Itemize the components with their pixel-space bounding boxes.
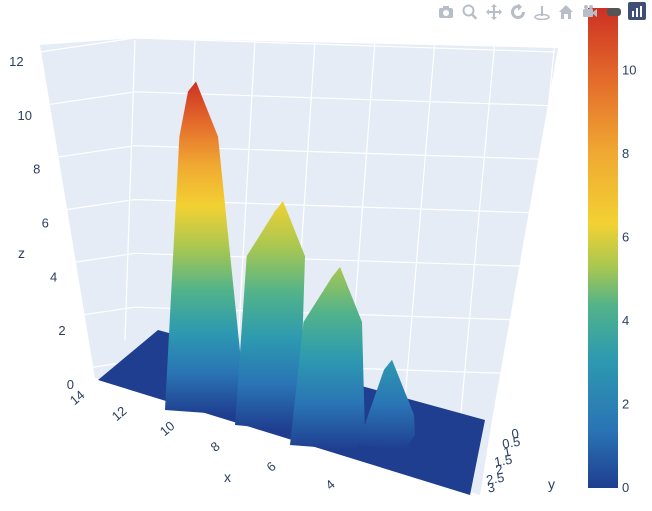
z-axis-label: z — [18, 245, 25, 261]
x-gridline — [404, 39, 436, 401]
camera-view-icon[interactable] — [580, 2, 600, 22]
y-tick-label: 0 — [510, 426, 520, 442]
x-tick-label: 8 — [208, 438, 223, 454]
colorbar-tick-label: 0 — [622, 480, 629, 495]
z-tick-label: 4 — [50, 269, 57, 284]
z-tick-label: 0 — [67, 377, 74, 392]
z-tick-label: 2 — [58, 323, 65, 338]
z-gridline — [39, 91, 556, 107]
z-gridline — [39, 145, 556, 161]
toggle-hover-icon[interactable] — [604, 2, 624, 22]
zoom-icon[interactable] — [460, 2, 480, 22]
colorbar-tick-label: 8 — [622, 146, 629, 161]
surface-peak — [290, 266, 365, 450]
y-tick-label: 3 — [486, 480, 496, 496]
z-gridline — [39, 306, 556, 322]
x-tick-label: 12 — [109, 403, 130, 424]
z-tick-label: 10 — [18, 108, 32, 123]
x-gridline — [124, 39, 136, 341]
back-wall-left — [40, 38, 135, 378]
x-tick-label: 4 — [323, 476, 338, 492]
colorbar-tick-label: 6 — [622, 230, 629, 245]
surface-peaks — [165, 81, 415, 450]
x-gridline — [516, 39, 556, 425]
z-tick-label: 6 — [42, 216, 49, 231]
plotly-logo-icon[interactable] — [628, 2, 646, 20]
camera-icon[interactable] — [436, 2, 456, 22]
colorbar-tick-label: 10 — [622, 63, 636, 78]
x-tick-label: 6 — [264, 458, 279, 474]
modebar — [436, 2, 646, 22]
x-gridline — [460, 39, 496, 413]
colorbar-tick-label: 2 — [622, 397, 629, 412]
colorbar-gradient — [588, 8, 618, 488]
home-icon[interactable] — [556, 2, 576, 22]
z-gridline — [39, 252, 556, 268]
colorbar: 0 2 4 6 8 10 — [588, 8, 636, 495]
turntable-icon[interactable] — [532, 2, 552, 22]
surface-peak — [235, 201, 305, 430]
y-tick-label: 1 — [502, 444, 512, 460]
colorbar-ticks: 0 2 4 6 8 10 — [622, 63, 636, 495]
back-wall-right — [135, 38, 558, 420]
surface-peak — [165, 81, 245, 415]
x-gridline — [236, 39, 256, 365]
pan-icon[interactable] — [484, 2, 504, 22]
z-gridline — [39, 198, 556, 215]
y-tick-label: 2.5 — [485, 470, 505, 488]
y-axis-label: y — [548, 476, 555, 492]
z-tick-label: 12 — [9, 54, 23, 69]
x-axis-label: x — [224, 469, 231, 485]
y-tick-label: 2 — [494, 462, 504, 478]
z-gridline — [39, 37, 556, 53]
y-tick-label: 0.5 — [501, 434, 521, 452]
surface-peak — [358, 359, 415, 450]
z-tick-label: 8 — [33, 162, 40, 177]
colorbar-tick-label: 4 — [622, 313, 629, 328]
x-tick-label: 10 — [157, 418, 178, 439]
orbit-icon[interactable] — [508, 2, 528, 22]
y-tick-label: 1.5 — [493, 452, 513, 470]
